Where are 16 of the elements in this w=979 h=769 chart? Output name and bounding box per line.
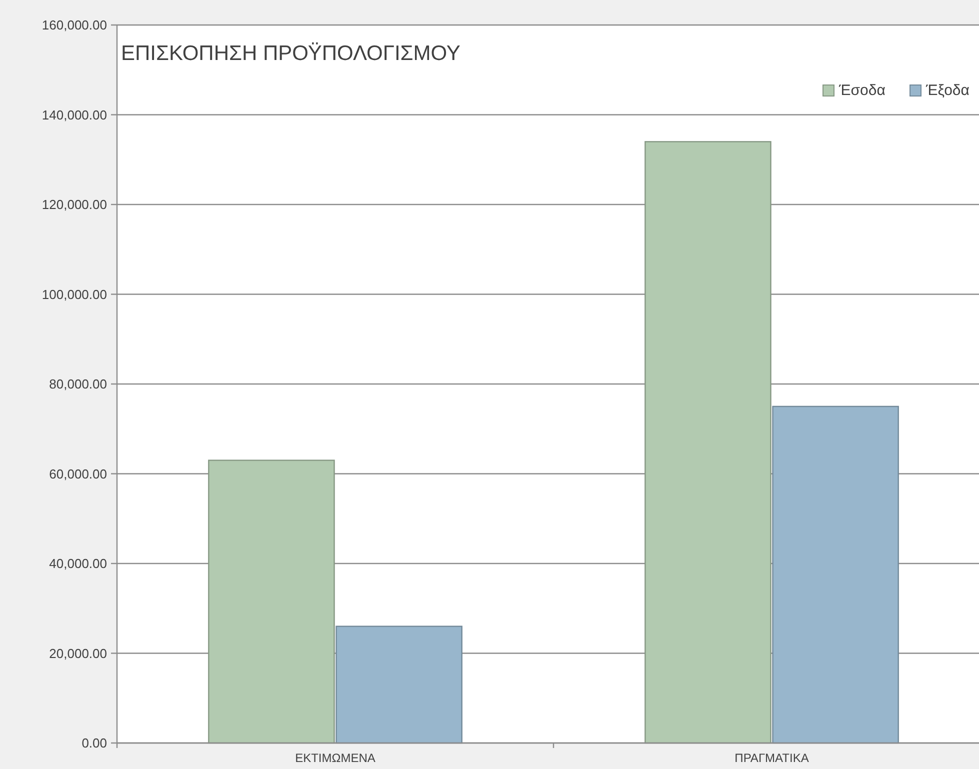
legend-label: Έξοδα bbox=[925, 82, 970, 99]
y-tick-label: 160,000.00 bbox=[42, 18, 107, 33]
y-tick-label: 100,000.00 bbox=[42, 286, 107, 302]
y-tick-label: 60,000.00 bbox=[49, 466, 107, 482]
x-tick-label: ΠΡΑΓΜΑΤΙΚΑ bbox=[734, 751, 809, 765]
text: ΕΠΙΣΚΟΠΗΣΗ ΠΡΟΫΠΟΛΟΓΙΣΜΟΥ bbox=[121, 42, 460, 65]
y-tick-label: 80,000.00 bbox=[49, 376, 107, 392]
x-tick-label: ΕΚΤΙΜΩΜΕΝΑ bbox=[295, 751, 376, 765]
bar bbox=[772, 406, 899, 744]
y-tick-label: 40,000.00 bbox=[49, 556, 107, 572]
y-tick-label: 20,000.00 bbox=[49, 646, 107, 661]
y-tick-label: 120,000.00 bbox=[42, 197, 107, 212]
y-tick-label: 140,000.00 bbox=[42, 107, 107, 122]
y-tick-label: 0.00 bbox=[82, 736, 107, 751]
legend-label: Έσοδα bbox=[838, 82, 886, 99]
bar bbox=[336, 626, 462, 744]
